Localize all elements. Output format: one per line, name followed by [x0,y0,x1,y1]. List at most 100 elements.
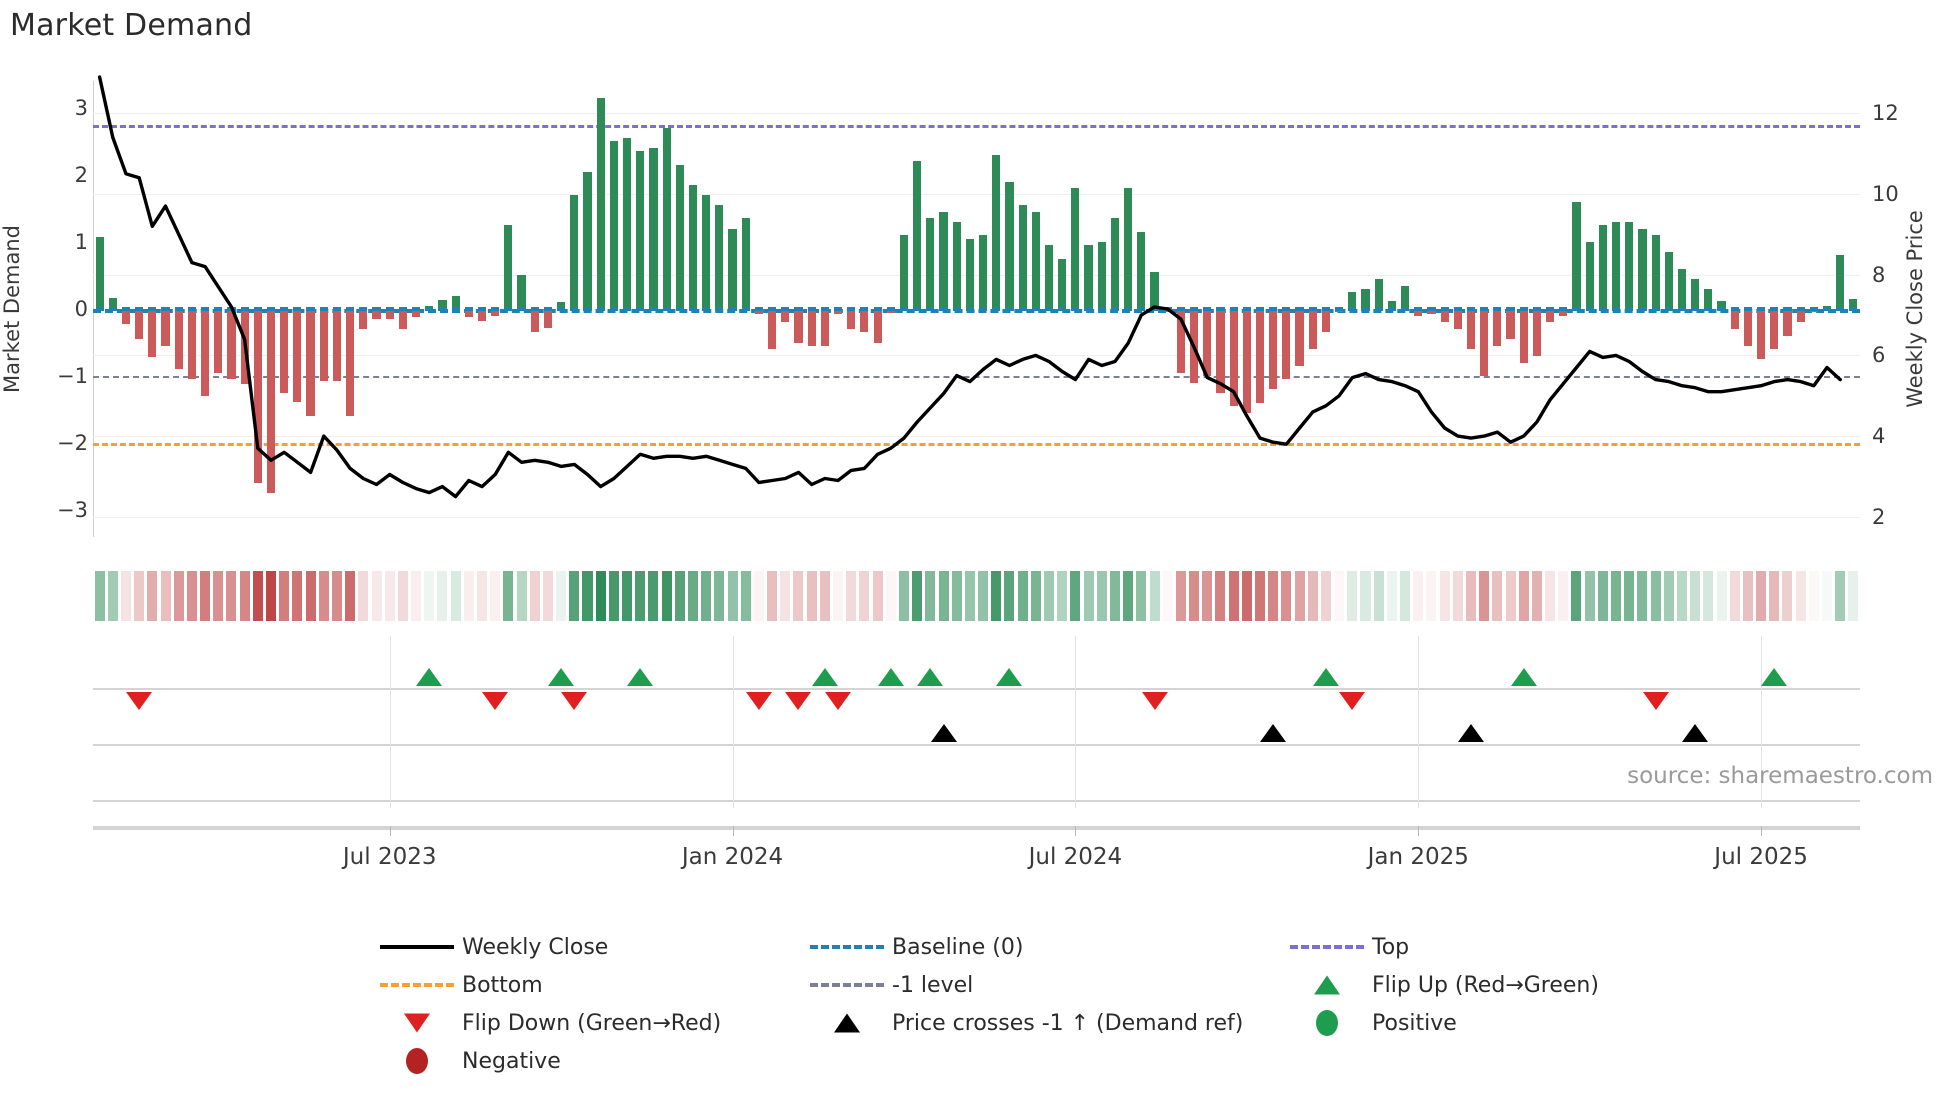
baseline-tick [833,307,843,311]
weekly-close-path [97,75,1842,499]
demand-bar [95,236,104,309]
dotted-line-icon [380,983,454,987]
legend-item[interactable]: Bottom [376,966,806,1004]
demand-bar [1440,309,1449,323]
demand-bar [1743,309,1752,346]
legend-item[interactable]: -1 level [806,966,1286,1004]
flip-down-marker [825,692,852,710]
heatmap-cell [200,571,211,621]
demand-bar [781,309,790,323]
heatmap-cell [252,571,263,621]
price-cross-marker [1260,724,1287,742]
plot-frame [93,75,1860,537]
baseline-tick [1018,307,1027,311]
demand-bar [306,309,315,417]
heatmap-cell [424,571,435,621]
demand-bar [913,161,922,309]
triangle-up-icon [1314,975,1340,995]
heatmap-cell [833,571,844,621]
heatmap-cell [885,571,896,621]
reference-line-bottom [93,443,1860,447]
marker-grid-tick [732,636,734,808]
demand-bar [346,309,355,417]
legend-item[interactable]: Negative [376,1042,806,1080]
heatmap-cell [1624,571,1635,621]
demand-bar [926,218,935,309]
heatmap-cell [305,571,316,621]
demand-bar [754,309,763,315]
flip-down-marker [126,692,153,710]
demand-bar [1757,309,1766,360]
legend-label: Top [1372,934,1410,960]
y-tick-right: 2 [1872,504,1886,529]
heatmap-cell [1123,571,1134,621]
demand-bar [1453,309,1462,330]
heatmap-cell [1518,571,1529,621]
legend-item[interactable]: Positive [1286,1004,1646,1042]
baseline-tick [1361,307,1370,311]
heatmap-cell [1294,571,1305,621]
gridline [93,355,1860,357]
heatmap-cell [1584,571,1595,621]
flip-down-marker [1339,692,1366,710]
baseline-tick [148,307,157,311]
heatmap-cell [213,571,224,621]
marker-row-line [93,744,1860,746]
baseline-tick [1308,307,1317,311]
heatmap-cell [1769,571,1780,621]
legend-item[interactable]: Weekly Close [376,928,806,966]
heatmap-cell [1334,571,1345,621]
demand-bar [939,211,948,309]
baseline-tick [992,307,1001,311]
demand-bar [1704,288,1713,309]
demand-bar [1506,309,1515,340]
demand-bar [833,309,843,315]
baseline-tick [1084,307,1093,311]
baseline-tick [240,307,249,311]
reference-line-baseline [93,309,1860,313]
flip-up-marker [1510,668,1537,686]
baseline-tick [425,307,434,311]
heatmap-cell [569,571,580,621]
baseline-tick [1664,307,1673,311]
demand-bar [1691,278,1700,309]
legend-item[interactable]: Flip Down (Green→Red) [376,1004,806,1042]
baseline-tick [596,307,605,311]
demand-bar [992,154,1001,309]
page-title: Market Demand [10,8,253,43]
demand-bar [1493,309,1502,346]
demand-bar [1084,245,1093,309]
baseline-tick [1717,307,1726,311]
demand-bar [557,302,566,309]
demand-bar [847,309,856,330]
legend-item[interactable]: Top [1286,928,1646,966]
heatmap-cell [1268,571,1279,621]
baseline-tick [662,307,671,311]
flip-up-marker [996,668,1023,686]
heatmap-cell [1782,571,1793,621]
heatmap-cell [1835,571,1846,621]
heatmap-cell [951,571,962,621]
y-axis-left-title: Market Demand [0,225,24,393]
baseline-tick [1242,307,1251,311]
baseline-tick [451,307,460,311]
source-attribution: source: sharemaestro.com [1627,763,1933,789]
demand-bar [1150,272,1159,309]
legend-item[interactable]: Price crosses -1 ↑ (Demand ref) [806,1004,1286,1042]
demand-bar [266,309,276,494]
demand-bar [517,275,526,309]
heatmap-cell [727,571,738,621]
demand-bar [1282,309,1291,380]
heatmap-cell [1597,571,1608,621]
baseline-tick [1216,307,1225,311]
flip-down-marker [1141,692,1168,710]
heatmap-cell [1255,571,1266,621]
demand-bar [1717,300,1726,309]
heatmap-cell [1083,571,1094,621]
x-tick-label: Jan 2025 [1367,844,1469,870]
legend-item[interactable]: Baseline (0) [806,928,1286,966]
legend-item[interactable]: Flip Up (Red→Green) [1286,966,1646,1004]
demand-bar [1427,309,1436,315]
baseline-tick [1493,307,1502,311]
heatmap-cell [767,571,778,621]
